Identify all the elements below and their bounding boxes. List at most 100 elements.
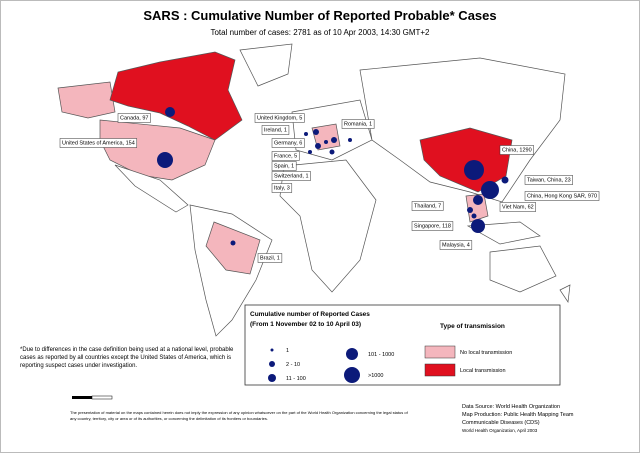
label-box	[341, 119, 375, 129]
circle	[304, 132, 308, 136]
footnote: *Due to differences in the case definiti…	[20, 347, 234, 369]
legend-title: Cumulative number of Reported Cases	[250, 311, 370, 318]
label-box	[117, 113, 151, 123]
legend-period: (From 1 November 02 to 10 April 03)	[250, 321, 361, 328]
country-label: Ireland, 1	[261, 125, 290, 135]
alaska	[57, 81, 116, 119]
legend-circle	[268, 374, 276, 382]
source-line: Data Source: World Health Organization	[462, 404, 560, 410]
disclaimer-text: The presentation of material on the maps…	[70, 410, 408, 421]
country-label-text: China, 1290	[502, 147, 532, 153]
label-box	[271, 161, 297, 171]
country-label: Viet Nam, 62	[499, 202, 536, 212]
label-box	[271, 171, 311, 181]
country-label: Germany, 6	[271, 138, 305, 148]
country-label-text: France, 5	[274, 153, 297, 159]
circle	[308, 150, 312, 154]
country-label-text: Thailand, 7	[414, 203, 441, 209]
country-label-text: Switzerland, 1	[274, 173, 309, 179]
circle	[315, 143, 321, 149]
country-label-text: Canada, 97	[120, 115, 148, 121]
legend: Cumulative number of Reported Cases (Fro…	[244, 304, 561, 386]
circle	[471, 219, 485, 233]
label-box	[254, 113, 305, 123]
label-box	[271, 183, 293, 193]
country-label: Thailand, 7	[411, 201, 444, 211]
legend-circle	[344, 367, 360, 383]
circle	[331, 137, 337, 143]
label-box	[411, 221, 454, 231]
country-label-text: Singapore, 118	[414, 223, 451, 229]
country-label-text: United States of America, 154	[62, 140, 135, 146]
country-label: France, 5	[271, 151, 300, 161]
country-label: Malaysia, 4	[439, 240, 473, 250]
country-label: Canada, 97	[117, 113, 151, 123]
label-box	[261, 125, 290, 135]
disclaimer: The presentation of material on the maps…	[70, 410, 408, 421]
country-label: Switzerland, 1	[271, 171, 311, 181]
legend-size: 1	[286, 348, 289, 354]
transmission-label: No local transmission	[460, 350, 512, 356]
new-zealand	[559, 284, 571, 303]
country-label-text: Brazil, 1	[260, 255, 280, 261]
title: SARS : Cumulative Number of Reported Pro…	[143, 8, 496, 23]
circle	[157, 152, 173, 168]
country-label: United Kingdom, 5	[254, 113, 305, 123]
country-label-text: Spain, 1	[274, 163, 294, 169]
country-label-text: Germany, 6	[274, 140, 302, 146]
label-box	[59, 138, 138, 148]
label-box	[524, 175, 573, 185]
transmission-label: Local transmission	[460, 368, 506, 374]
legend-size: 2 - 10	[286, 362, 300, 368]
legend-size: 11 - 100	[286, 376, 306, 382]
circle	[165, 107, 175, 117]
world-map	[57, 43, 571, 337]
country-label-text: Viet Nam, 62	[502, 204, 534, 210]
country-label: United States of America, 154	[59, 138, 138, 148]
label-box	[411, 201, 444, 211]
circle	[467, 207, 473, 213]
greenland	[239, 43, 293, 87]
country-label: Spain, 1	[271, 161, 297, 171]
label-box	[499, 145, 534, 155]
legend-box	[244, 304, 561, 386]
circle	[348, 138, 352, 142]
country-label: Brazil, 1	[257, 253, 283, 263]
country-label: Romania, 1	[341, 119, 375, 129]
legend-circle	[269, 361, 275, 367]
legend-size: 101 - 1000	[368, 352, 394, 358]
country-label: Taiwan, China, 23	[524, 175, 573, 185]
country-label-text: Romania, 1	[344, 121, 372, 127]
footnote-text: *Due to differences in the case definiti…	[20, 347, 234, 369]
label-box	[257, 253, 283, 263]
circle	[329, 149, 335, 155]
source-line: Map Production: Public Health Mapping Te…	[462, 412, 574, 418]
label-box	[499, 202, 536, 212]
country-labels: Canada, 97 United States of America, 154 B…	[59, 113, 600, 263]
subtitle: Total number of cases: 2781 as of 10 Apr…	[210, 28, 430, 37]
legend-circle	[346, 348, 358, 360]
country-label-text: Taiwan, China, 23	[527, 177, 571, 183]
label-box	[439, 240, 473, 250]
source-line: Communicable Diseases (CDS)	[462, 420, 540, 426]
swatch-local	[424, 363, 456, 377]
scale-bar	[72, 395, 113, 400]
country-label-text: Ireland, 1	[264, 127, 287, 133]
brazil	[205, 221, 261, 275]
country-label-text: China, Hong Kong SAR, 970	[527, 193, 597, 199]
country-label: Singapore, 118	[411, 221, 454, 231]
circle	[313, 129, 319, 135]
label-box	[271, 138, 305, 148]
central-america	[114, 164, 189, 213]
canada	[109, 51, 243, 141]
transmission-title: Type of transmission	[440, 323, 505, 330]
country-label-text: United Kingdom, 5	[257, 115, 302, 121]
swatch-no-local	[424, 345, 456, 359]
legend-size: >1000	[368, 373, 383, 379]
country-label: China, Hong Kong SAR, 970	[524, 191, 600, 201]
circle	[471, 213, 477, 219]
source-line: World Health Organization, April 2003	[462, 428, 538, 433]
circle	[230, 240, 236, 246]
country-label-text: Italy, 3	[274, 185, 290, 191]
